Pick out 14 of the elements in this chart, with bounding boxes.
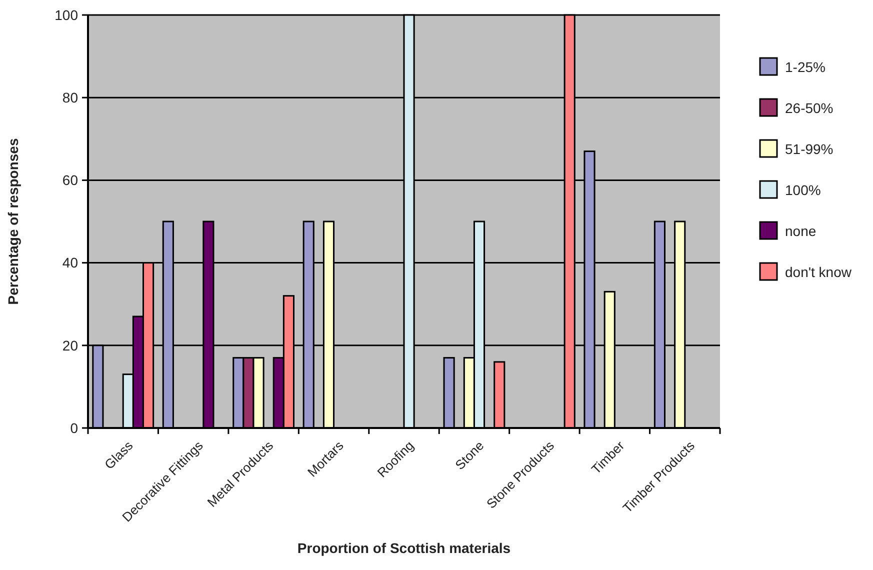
y-tick-label: 100 — [54, 6, 78, 23]
legend-label: none — [785, 222, 816, 239]
legend-label: 26-50% — [785, 100, 834, 116]
legend-label: don't know — [785, 264, 852, 280]
legend-label: 1-25% — [785, 58, 826, 75]
legend-label: 51-99% — [785, 140, 834, 157]
y-tick-label: 0 — [70, 420, 78, 436]
y-tick-label: 60 — [62, 172, 78, 188]
y-tick-label: 20 — [62, 337, 78, 354]
legend-label: 100% — [785, 182, 821, 198]
y-axis-title: Percentage of responses — [5, 138, 21, 305]
y-tick-label: 80 — [62, 90, 78, 106]
x-axis-title: Proportion of Scottish materials — [297, 540, 511, 556]
y-tick-label: 40 — [62, 254, 78, 271]
